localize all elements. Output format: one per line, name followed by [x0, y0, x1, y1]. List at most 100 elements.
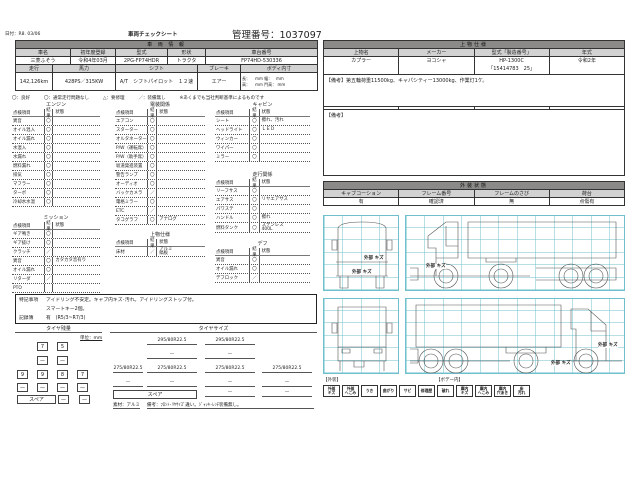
label: 年式: [548, 48, 626, 57]
section-title: 上物仕様: [149, 232, 170, 238]
horsepower: 428PS／315KW: [52, 72, 116, 91]
column-header-row: 点検項目 結果 状態: [215, 247, 310, 258]
result-legend: 〇：良好 〇：通常走行問題なし △：要修理 ／：装備無し ※あくまでも当社判断基…: [12, 95, 264, 101]
column-header: 点検項目: [13, 223, 31, 229]
label: キャブコーション: [322, 189, 400, 198]
upper-spec-table: 上物仕様 上物名 メーカー 型式「製造番号」 年式 カプラー ヨコシャ HP-1300…: [322, 40, 626, 176]
inspection-row: リーフサス 〇: [215, 187, 310, 196]
result: 〇: [43, 198, 54, 206]
inspection-row: ハンドル 〇擦れ: [215, 214, 310, 223]
legend-exterior-item: 修理歴: [418, 385, 435, 397]
inspection-row: ターボ 〇: [12, 189, 100, 198]
length-label: 長：: [242, 75, 250, 81]
label: フレームのさび: [473, 189, 550, 198]
notes-line: アイドリング不安定。キャブ内キズ･汚れ。アイドリングストップ付。: [46, 298, 197, 303]
damage-mark: 外部 キズ: [364, 256, 384, 261]
management-number: 管理番号：1037097: [232, 30, 322, 41]
tire-remain-box: 9: [17, 370, 28, 379]
tire-size: —: [262, 378, 312, 387]
result: 〇: [249, 205, 260, 213]
column-header: 状態: [261, 109, 271, 115]
inspection-row: 床材 ／アルミ 縞板: [115, 247, 205, 257]
column-header-row: 点検項目 結果 状態: [115, 238, 205, 249]
upper-year: 令和2年: [548, 56, 626, 75]
result: 〇: [147, 162, 158, 170]
column-header: 結果: [249, 247, 260, 258]
unit-label: 単位：mm: [80, 336, 103, 341]
item-name: ギア抜け: [13, 241, 31, 246]
item-name: バックカメラ: [116, 191, 143, 196]
condition: 擦れ: [261, 215, 271, 220]
item-name: ハンドル: [216, 216, 234, 221]
column-header-row: 点検項目 結果 状態: [12, 108, 100, 119]
item-name: 床材: [116, 249, 125, 255]
column-header: 点検項目: [13, 110, 31, 116]
spare-remain-value: —: [58, 395, 69, 404]
result: 〇: [249, 153, 260, 161]
engine-section: エンジン 点検項目 結果 状態 異音〇オイル混入〇オイル漏れ〇水混入〇水漏れ〇燃料漏れ〇…: [12, 101, 100, 207]
inspection-row: 電格ミラー 〇: [115, 198, 205, 207]
serial-number: 「15414783 25」: [488, 66, 536, 72]
legend-note: ※あくまでも当社判断基準によるものです: [179, 96, 265, 101]
section-title: キャビン: [252, 102, 273, 108]
legend-repair: △：要修理: [103, 96, 125, 101]
notes-line: スマートキー2個。: [46, 307, 88, 312]
diff-section: デフ 点検項目 結果 状態 異音〇オイル漏れ〇デフロック／: [215, 240, 310, 283]
inspection-row: P/W（助手席）〇: [115, 153, 205, 162]
item-name: ギア鳴き: [13, 232, 31, 237]
notes-box: 特記事項 アイドリング不安定。キャブ内キズ･汚れ。アイドリングストップ付。 スマー…: [15, 294, 317, 324]
shape: トラクタ: [167, 56, 206, 65]
label: 形状: [167, 48, 206, 57]
column-header: 点検項目: [216, 180, 234, 186]
tire-size: —: [205, 378, 255, 387]
item-name: PTO: [13, 285, 22, 291]
unit: mm: [277, 81, 286, 87]
item-name: オイル漏れ: [13, 137, 35, 142]
inspection-row: 冷却水水温 〇: [12, 198, 100, 207]
result: 〇: [249, 117, 260, 125]
item-name: 異音: [216, 258, 225, 263]
result: 〇: [43, 266, 54, 274]
inspection-row: 警告ランプ 〇: [115, 171, 205, 180]
item-name: 異音: [13, 119, 22, 124]
tire-size-title: タイヤサイズ: [110, 325, 317, 333]
inspection-row: ギア鳴き 〇: [12, 230, 100, 239]
inspection-row: スターター 〇: [115, 126, 205, 135]
result: 〇: [147, 180, 158, 188]
result: 〇: [43, 135, 54, 143]
result: 〇: [43, 239, 54, 247]
column-header: 点検項目: [116, 240, 134, 246]
item-name: デフロック: [216, 276, 238, 281]
legend-exterior-item: 外部 へこみ: [342, 385, 359, 397]
result: 〇: [249, 126, 260, 134]
inspection-row: 燃料漏れ 〇: [12, 162, 100, 171]
legend-exterior-item: サビ: [399, 385, 416, 397]
item-name: ETC: [116, 208, 125, 214]
inspection-row: デフロック ／: [215, 274, 310, 283]
material: 素材：アルミ: [113, 403, 140, 409]
condition: リヤエアサス: [261, 197, 288, 202]
item-name: ワイパー: [216, 146, 234, 151]
tire-remain-box: 5: [57, 342, 68, 351]
result: 〇: [249, 214, 260, 222]
cabin-section: キャビン 点検項目 結果 状態 シート〇擦れ、汚れ ヘッドライト〇 ＬＥＤ ウィンカー〇ワイパ…: [215, 101, 310, 162]
result: 〇: [249, 265, 260, 273]
inspection-row: オイル混入 〇: [12, 126, 100, 135]
column-header: 状態: [55, 222, 65, 228]
tire-remain-box: —: [57, 356, 68, 365]
label: 車台番号: [204, 48, 319, 57]
result: 〇: [249, 144, 260, 152]
legend-body-item: 庫内 穴あき: [494, 385, 511, 397]
column-header: 状態: [159, 239, 169, 245]
legend-body-item: 庫内 へこみ: [475, 385, 492, 397]
result: ／: [147, 247, 158, 256]
mission-section: ミッション 点検項目 結果 状態 ギア鳴き〇ギア抜け〇クラッチ／異音〇カタカタ音有り オイ…: [12, 214, 100, 293]
tire-remain-box: 9: [37, 370, 48, 379]
result: 〇: [147, 198, 158, 206]
section-title: 電装関係: [149, 102, 170, 108]
item-name: 排気: [13, 173, 22, 178]
item-name: オルタネーター: [116, 137, 147, 142]
label: フレーム番号: [398, 189, 475, 198]
body-dimensions: 長： mm 幅： mm 高： mm 門高： mm: [239, 72, 319, 91]
label: ボディ内寸: [239, 64, 319, 73]
